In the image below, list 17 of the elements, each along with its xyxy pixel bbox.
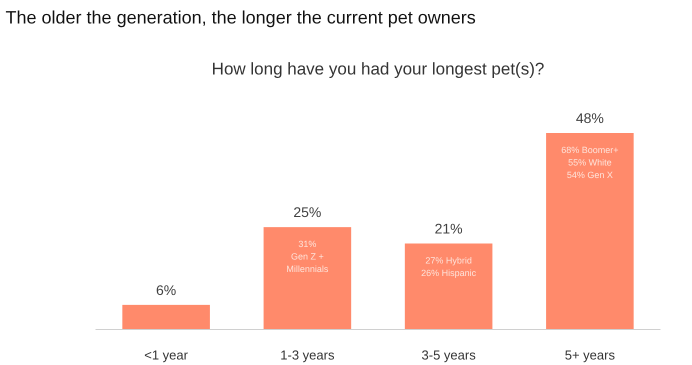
x-tick-label: 5+ years [564,348,616,362]
data-label: 21% [434,220,463,237]
annotation: 68% Boomer+ 55% White 54% Gen X [561,144,619,180]
chart-title: The older the generation, the longer the current pet owners [6,8,476,28]
bar [122,304,210,330]
chart-subtitle: How long have you had your longest pet(s)? [212,60,544,78]
bar [404,244,492,330]
annotation: 31% Gen Z + Millennials [286,239,329,274]
x-tick-label: <1 year [144,348,189,362]
data-label: 48% [576,110,604,126]
data-label: 25% [293,204,322,220]
bar [264,227,352,330]
bar [546,132,634,330]
data-label: 6% [156,282,176,298]
annotation: 27% Hybrid 26% Hispanic [421,256,477,278]
x-tick-label: 1-3 years [280,348,335,362]
x-tick-label: 3-5 years [422,348,476,362]
